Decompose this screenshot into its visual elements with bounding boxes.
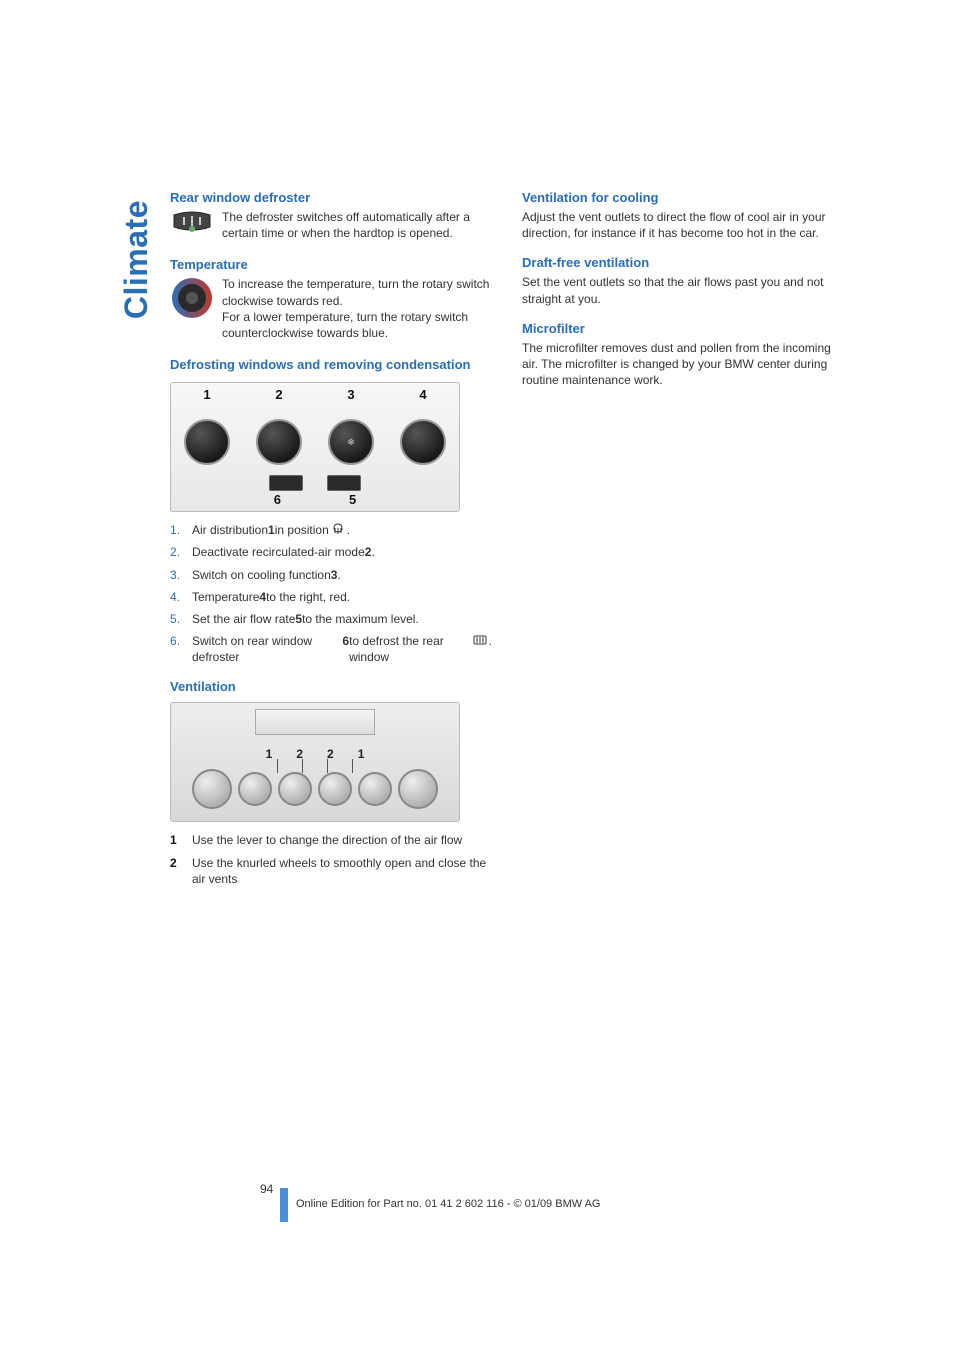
- step-1: Air distribution 1 in position .: [170, 522, 492, 538]
- step-6: Switch on rear window defroster 6 to def…: [170, 633, 492, 665]
- step-2: Deactivate recirculated-air mode 2.: [170, 544, 492, 560]
- defrost-steps-list: Air distribution 1 in position . Deactiv…: [170, 522, 492, 665]
- vent-dial: [192, 769, 232, 809]
- panel-label-6: 6: [274, 492, 281, 507]
- ventilation-diagram: 1 2 2 1: [170, 702, 460, 822]
- step-3: Switch on cooling function 3.: [170, 567, 492, 583]
- page-number: 94: [256, 1182, 273, 1196]
- vent-dial: [278, 772, 312, 806]
- dial-3: ❄: [328, 419, 374, 465]
- heading-vent-cooling: Ventilation for cooling: [522, 190, 844, 205]
- temperature-text-2: For a lower temperature, turn the rotary…: [222, 309, 492, 341]
- footer-edition-line: Online Edition for Part no. 01 41 2 602 …: [296, 1198, 600, 1210]
- dial-4: [400, 419, 446, 465]
- step-5: Set the air flow rate 5 to the maximum l…: [170, 611, 492, 627]
- heading-draft-free: Draft-free ventilation: [522, 255, 844, 270]
- panel-label-2: 2: [275, 387, 282, 402]
- panel-button-5: [327, 475, 361, 491]
- heading-defrost: Defrosting windows and removing condensa…: [170, 357, 492, 372]
- dial-2: [256, 419, 302, 465]
- dial-1: [184, 419, 230, 465]
- temperature-dial-icon: [170, 276, 214, 320]
- microfilter-text: The microfilter removes dust and pollen …: [522, 340, 844, 389]
- panel-button-6: [269, 475, 303, 491]
- climate-control-diagram: 1 2 3 4 ❄ 6 5: [170, 382, 460, 512]
- panel-label-4: 4: [419, 387, 426, 402]
- vent-cooling-text: Adjust the vent outlets to direct the fl…: [522, 209, 844, 241]
- heading-rear-defroster: Rear window defroster: [170, 190, 492, 205]
- footer-accent-bar: [280, 1188, 288, 1222]
- heading-ventilation: Ventilation: [170, 679, 492, 694]
- vent-item-1: 1Use the lever to change the direction o…: [170, 832, 492, 848]
- rear-defroster-icon: [170, 209, 214, 233]
- panel-label-1: 1: [203, 387, 210, 402]
- panel-label-5: 5: [349, 492, 356, 507]
- vent-dial: [318, 772, 352, 806]
- vent-item-2: 2Use the knurled wheels to smoothly open…: [170, 855, 492, 887]
- heading-temperature: Temperature: [170, 257, 492, 272]
- vent-dial: [358, 772, 392, 806]
- side-tab: Climate: [118, 200, 155, 319]
- rear-defroster-text: The defroster switches off automatically…: [222, 209, 492, 241]
- vent-dial: [238, 772, 272, 806]
- ventilation-items: 1Use the lever to change the direction o…: [170, 832, 492, 887]
- right-column: Ventilation for cooling Adjust the vent …: [522, 190, 844, 901]
- step-4: Temperature 4 to the right, red.: [170, 589, 492, 605]
- draft-free-text: Set the vent outlets so that the air flo…: [522, 274, 844, 306]
- heading-microfilter: Microfilter: [522, 321, 844, 336]
- vent-dial: [398, 769, 438, 809]
- left-column: Rear window defroster The defroster swit…: [170, 190, 492, 901]
- temperature-text-1: To increase the temperature, turn the ro…: [222, 276, 492, 308]
- panel-label-3: 3: [347, 387, 354, 402]
